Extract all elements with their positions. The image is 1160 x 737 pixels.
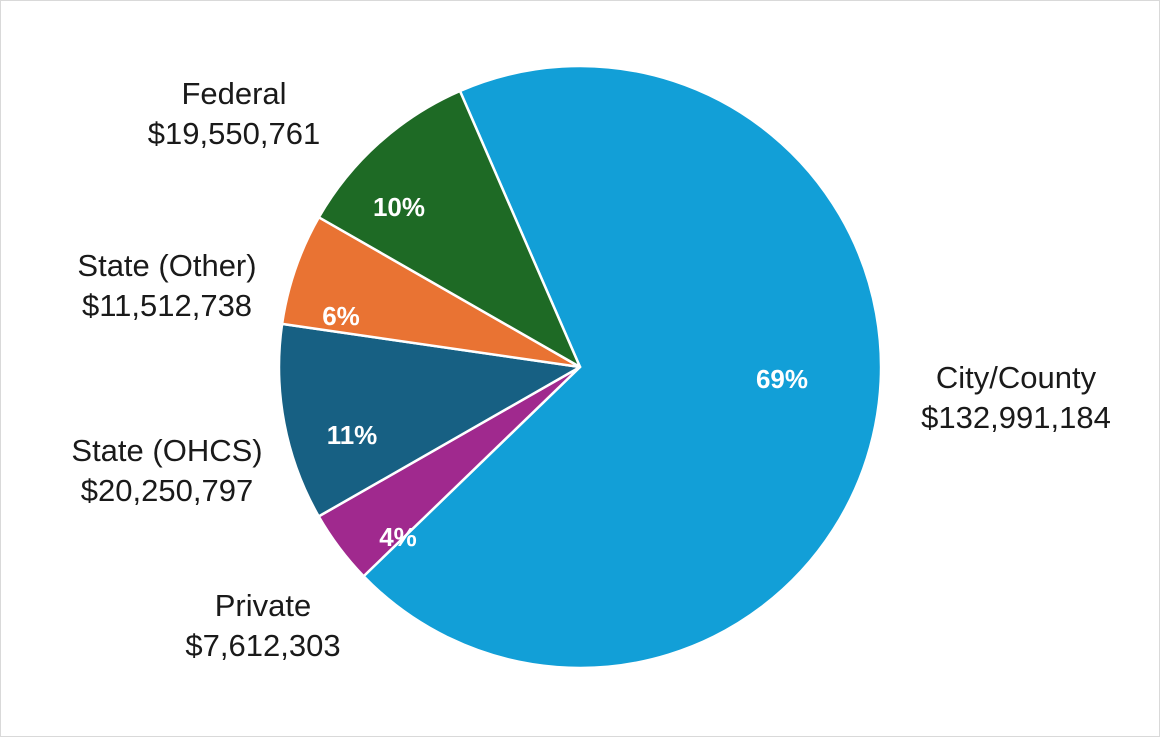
category-value-ohcs: $20,250,797 [80, 473, 254, 508]
category-value-city: $132,991,184 [921, 400, 1111, 435]
category-value-private: $7,612,303 [185, 628, 341, 663]
category-label-other: State (Other) $11,512,738 [50, 246, 284, 326]
percent-label-ohcs: 11% [327, 420, 378, 450]
percent-labels: 69% 4% 11% 6% 10% [322, 192, 808, 552]
category-name-private: Private [214, 588, 312, 623]
percent-label-other: 6% [322, 301, 360, 331]
pie-slice-federal [317, 89, 582, 369]
category-name-ohcs: State (OHCS) [71, 433, 263, 468]
category-label-ohcs: State (OHCS) $20,250,797 [48, 431, 286, 511]
category-name-other: State (Other) [77, 248, 257, 283]
percent-label-federal: 10% [373, 192, 425, 222]
category-name-city: City/County [935, 360, 1097, 395]
category-label-federal: Federal $19,550,761 [118, 74, 350, 154]
category-value-other: $11,512,738 [81, 288, 253, 323]
category-label-city: City/County $132,991,184 [894, 358, 1138, 438]
pie-slices [277, 64, 883, 670]
pie-slice-city [362, 64, 883, 670]
percent-label-city: 69% [756, 364, 808, 394]
pie-slice-ohcs [277, 322, 582, 518]
category-name-federal: Federal [181, 76, 287, 111]
percent-label-private: 4% [379, 522, 417, 552]
category-label-private: Private $7,612,303 [148, 586, 378, 666]
category-value-federal: $19,550,761 [147, 116, 321, 151]
